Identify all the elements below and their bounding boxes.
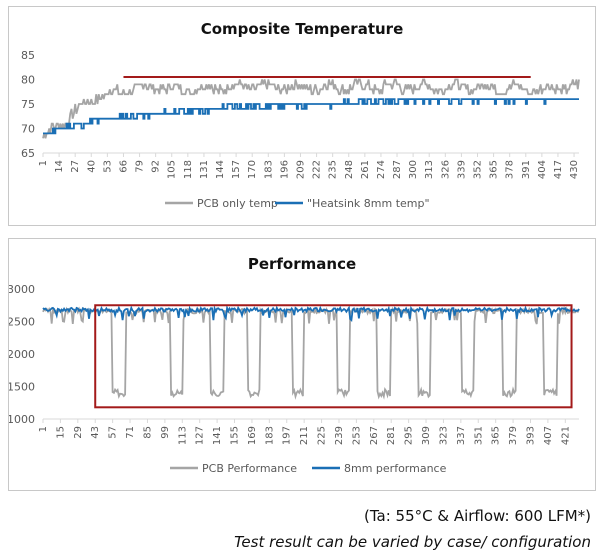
x-tick-label: 225 xyxy=(317,426,328,445)
series-line-pcb-only-temp xyxy=(42,78,580,139)
x-tick-label: 118 xyxy=(183,160,194,179)
chart-title: Performance xyxy=(248,255,356,273)
x-tick-label: 417 xyxy=(553,160,564,179)
x-tick-label: 287 xyxy=(392,160,403,179)
performance-chart-panel: Performance 1000 1500 2000 2500 3000 1 15 29 43 57… xyxy=(8,238,596,491)
x-tick-label: 351 xyxy=(473,426,484,445)
legend-label: PCB only temp xyxy=(197,197,278,210)
highlight-box xyxy=(94,304,573,409)
x-tick-label: 155 xyxy=(230,426,241,445)
x-tick-label: 295 xyxy=(404,426,415,445)
x-tick-label: 27 xyxy=(70,160,81,173)
x-tick-label: 169 xyxy=(247,426,258,445)
x-tick-label: 391 xyxy=(521,160,532,179)
x-tick-label: 337 xyxy=(456,426,467,445)
temperature-chart-panel: Composite Temperature 65 70 75 80 85 1 14 27 40 53… xyxy=(8,6,596,226)
x-tick-label: 1 xyxy=(38,160,49,166)
x-tick-label: 99 xyxy=(160,426,171,439)
x-tick-label: 222 xyxy=(312,160,323,179)
temperature-chart: Composite Temperature 65 70 75 80 85 1 14 27 40 53… xyxy=(21,20,580,210)
x-tick-label: 92 xyxy=(151,160,162,173)
x-tick-label: 323 xyxy=(438,426,449,445)
x-tick-label: 85 xyxy=(142,426,153,439)
x-tick-label: 281 xyxy=(386,426,397,445)
x-tick-label: 309 xyxy=(421,426,432,445)
x-tick-label: 183 xyxy=(263,160,274,179)
test-conditions-caption: (Ta: 55°C & Airflow: 600 LFM*) xyxy=(363,507,591,525)
x-tick-label: 157 xyxy=(231,160,242,179)
x-tick-label: 14 xyxy=(54,160,65,173)
x-tick-label: 29 xyxy=(73,426,84,439)
x-tick-label: 15 xyxy=(55,426,66,439)
x-tick-label: 211 xyxy=(299,426,310,445)
y-tick-label: 70 xyxy=(21,123,35,136)
y-tick-label: 3000 xyxy=(9,283,35,296)
x-tick-label: 105 xyxy=(167,160,178,179)
x-tick-label: 267 xyxy=(369,426,380,445)
chart-title: Composite Temperature xyxy=(201,20,404,38)
x-tick-label: 79 xyxy=(135,160,146,173)
x-tick-label: 66 xyxy=(118,160,129,173)
x-tick-label: 274 xyxy=(376,160,387,179)
x-tick-label: 352 xyxy=(472,160,483,179)
y-tick-label: 2500 xyxy=(9,316,35,329)
x-tick-label: 365 xyxy=(489,160,500,179)
x-tick-label: 131 xyxy=(199,160,210,179)
x-tick-label: 196 xyxy=(279,160,290,179)
x-tick-label: 1 xyxy=(38,426,49,432)
x-tick-label: 248 xyxy=(344,160,355,179)
series-line-heatsink-temp xyxy=(43,98,579,135)
series-line-pcb-performance xyxy=(42,305,580,400)
x-tick-label: 127 xyxy=(195,426,206,445)
x-tick-label: 43 xyxy=(90,426,101,439)
series-line-8mm-performance xyxy=(42,304,580,322)
x-tick-label: 300 xyxy=(408,160,419,179)
x-tick-label: 313 xyxy=(424,160,435,179)
x-tick-label: 379 xyxy=(508,426,519,445)
x-tick-label: 378 xyxy=(505,160,516,179)
x-tick-label: 253 xyxy=(351,426,362,445)
x-tick-label: 365 xyxy=(491,426,502,445)
x-tick-label: 407 xyxy=(543,426,554,445)
x-tick-label: 261 xyxy=(360,160,371,179)
x-tick-label: 71 xyxy=(125,426,136,439)
x-tick-label: 430 xyxy=(569,160,580,179)
y-tick-label: 1500 xyxy=(9,381,35,394)
x-tick-label: 113 xyxy=(177,426,188,445)
x-tick-label: 144 xyxy=(215,160,226,179)
x-tick-label: 40 xyxy=(86,160,97,173)
x-tick-label: 183 xyxy=(264,426,275,445)
x-tick-label: 209 xyxy=(295,160,306,179)
performance-chart: Performance 1000 1500 2000 2500 3000 1 15 29 43 57… xyxy=(9,255,580,475)
x-tick-label: 170 xyxy=(247,160,258,179)
x-tick-label: 239 xyxy=(334,426,345,445)
x-tick-label: 141 xyxy=(212,426,223,445)
y-tick-label: 75 xyxy=(21,98,35,111)
x-tick-label: 57 xyxy=(108,426,119,439)
x-tick-label: 393 xyxy=(525,426,536,445)
legend-label: PCB Performance xyxy=(202,462,297,475)
y-tick-label: 2000 xyxy=(9,348,35,361)
legend-label: "Heatsink 8mm temp" xyxy=(307,197,430,210)
y-tick-label: 1000 xyxy=(9,413,35,426)
y-tick-label: 80 xyxy=(21,74,35,87)
y-tick-label: 85 xyxy=(21,49,35,62)
y-tick-label: 65 xyxy=(21,147,35,160)
x-tick-label: 404 xyxy=(537,160,548,179)
x-tick-label: 235 xyxy=(328,160,339,179)
x-tick-label: 53 xyxy=(102,160,113,173)
test-note-caption: Test result can be varied by case/ confi… xyxy=(234,533,591,551)
x-tick-label: 326 xyxy=(440,160,451,179)
x-tick-label: 339 xyxy=(456,160,467,179)
legend-label: 8mm performance xyxy=(344,462,447,475)
x-tick-label: 421 xyxy=(560,426,571,445)
x-tick-label: 197 xyxy=(282,426,293,445)
